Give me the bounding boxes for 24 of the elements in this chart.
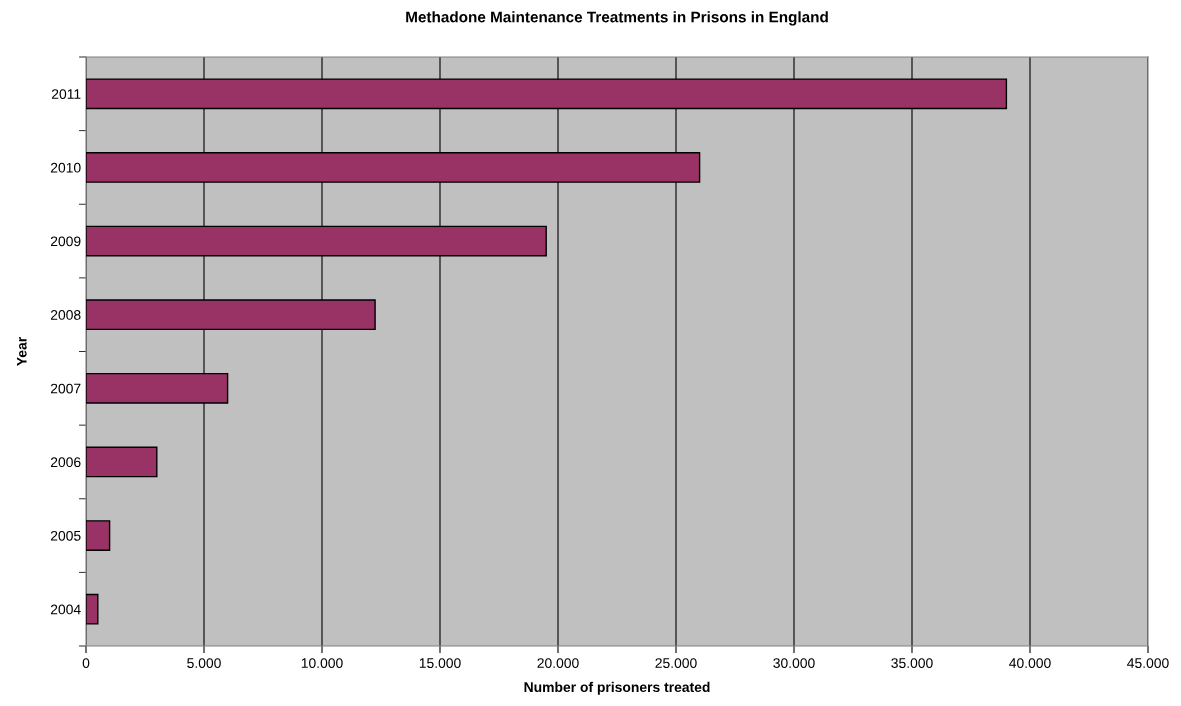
y-tick-label: 2004 xyxy=(50,604,81,615)
x-tick-label: 35.000 xyxy=(891,658,933,669)
bar xyxy=(86,520,111,551)
y-tick-label: 2006 xyxy=(50,457,81,468)
bar xyxy=(86,446,158,478)
bar xyxy=(86,593,99,625)
x-tick-label: 30.000 xyxy=(773,658,815,669)
y-tick-label: 2010 xyxy=(50,162,81,173)
y-tick-label: 2011 xyxy=(51,89,81,99)
chart-title: Methadone Maintenance Treatments in Prisons in England xyxy=(406,11,828,26)
y-tick-label: 2007 xyxy=(50,383,81,394)
x-tick-label: 20.000 xyxy=(537,658,579,669)
x-tick-label: 25.000 xyxy=(655,658,697,669)
x-tick-label: 10.000 xyxy=(301,658,343,669)
y-axis-title: Year xyxy=(16,337,27,366)
y-tick-label: 2005 xyxy=(50,530,81,541)
y-tick-label: 2008 xyxy=(50,310,81,320)
x-tick-label: 45.000 xyxy=(1127,658,1169,669)
x-tick-label: 5.000 xyxy=(187,658,221,669)
x-tick-label: 0 xyxy=(82,658,90,669)
x-tick-label: 40.000 xyxy=(1009,658,1051,669)
y-tick-label: 2009 xyxy=(50,236,81,247)
x-tick-label: 15.000 xyxy=(419,658,461,669)
x-axis-title: Number of prisoners treated xyxy=(524,681,710,695)
